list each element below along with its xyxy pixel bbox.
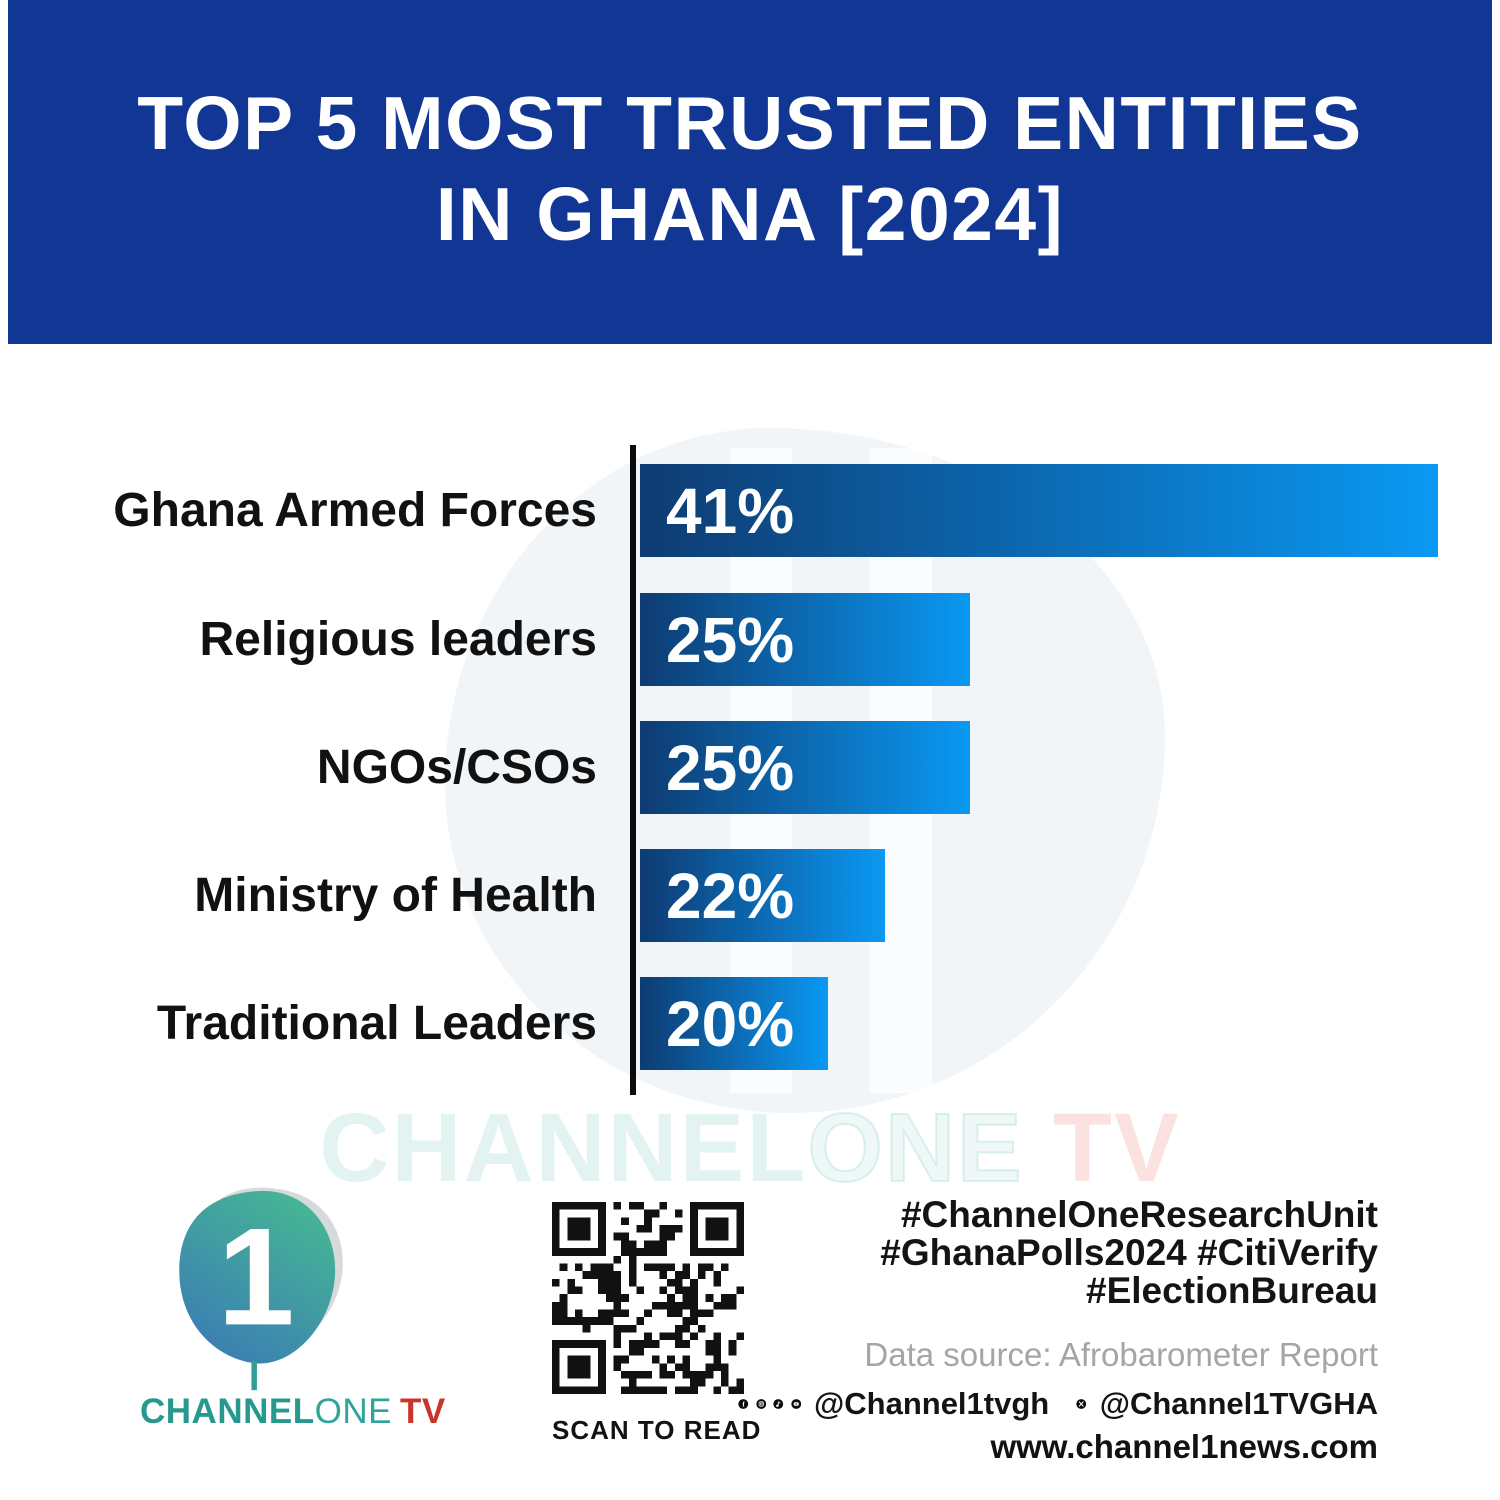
social-row: f @Channel1tvgh [738,1386,1378,1422]
data-source: Data source: Afrobarometer Report [864,1336,1378,1373]
qr-code [552,1202,744,1394]
social-handle-main: @Channel1tvgh [814,1386,1050,1421]
y-axis-line [630,445,636,1095]
value-label: 25% [666,731,795,804]
tiktok-icon [773,1399,784,1409]
bar-row: Religious leaders 25% [0,593,1500,686]
category-label: NGOs/CSOs [316,741,597,794]
qr-block: SCAN TO READ [552,1202,762,1446]
youtube-icon [790,1399,801,1409]
footer-right-column: #ChannelOneResearchUnit #GhanaPolls2024 … [738,1196,1378,1466]
title-line-1: TOP 5 MOST TRUSTED ENTITIES [137,80,1363,165]
hashtag-line: #GhanaPolls2024 #CitiVerify [880,1232,1378,1273]
category-label: Ghana Armed Forces [113,484,597,537]
value-label: 22% [666,859,795,932]
page-title: TOP 5 MOST TRUSTED ENTITIES IN GHANA [20… [137,78,1362,261]
bar: 25% [640,593,970,686]
category-label: Religious leaders [199,613,597,666]
bar-row: Ministry of Health 22% [0,849,1500,942]
website-url: www.channel1news.com [990,1428,1378,1465]
qr-caption: SCAN TO READ [552,1415,762,1445]
bar: 41% [640,464,1438,557]
bar-row: Ghana Armed Forces 41% [0,464,1500,557]
category-label: Ministry of Health [194,869,597,922]
x-icon [1076,1399,1087,1409]
hashtag-line: #ElectionBureau [1086,1270,1378,1311]
value-label: 41% [666,474,795,547]
title-line-2: IN GHANA [2024] [435,172,1065,256]
instagram-icon [755,1399,766,1409]
social-handle-x: @Channel1TVGHA [1099,1386,1378,1421]
logo-pebble [179,1190,336,1364]
channel-one-logo: 1 [179,1187,343,1391]
category-label: Traditional Leaders [156,997,597,1050]
bar: 20% [640,977,828,1070]
logo-descender [251,1360,257,1391]
bar: 22% [640,849,885,942]
facebook-icon: f [738,1399,749,1409]
bar: 25% [640,721,970,814]
value-label: 25% [666,603,795,676]
bar-row: NGOs/CSOs 25% [0,721,1500,814]
bar-row: Traditional Leaders 20% [0,977,1500,1070]
header-banner: TOP 5 MOST TRUSTED ENTITIES IN GHANA [20… [8,0,1492,344]
svg-text:f: f [742,1401,745,1409]
value-label: 20% [666,987,795,1060]
hashtag-line: #ChannelOneResearchUnit [900,1194,1378,1235]
brand-wordmark: CHANNELONE TV [140,1392,446,1431]
watermark-text: CHANNELONE TV [319,1092,1181,1203]
logo-numeral: 1 [217,1199,294,1354]
